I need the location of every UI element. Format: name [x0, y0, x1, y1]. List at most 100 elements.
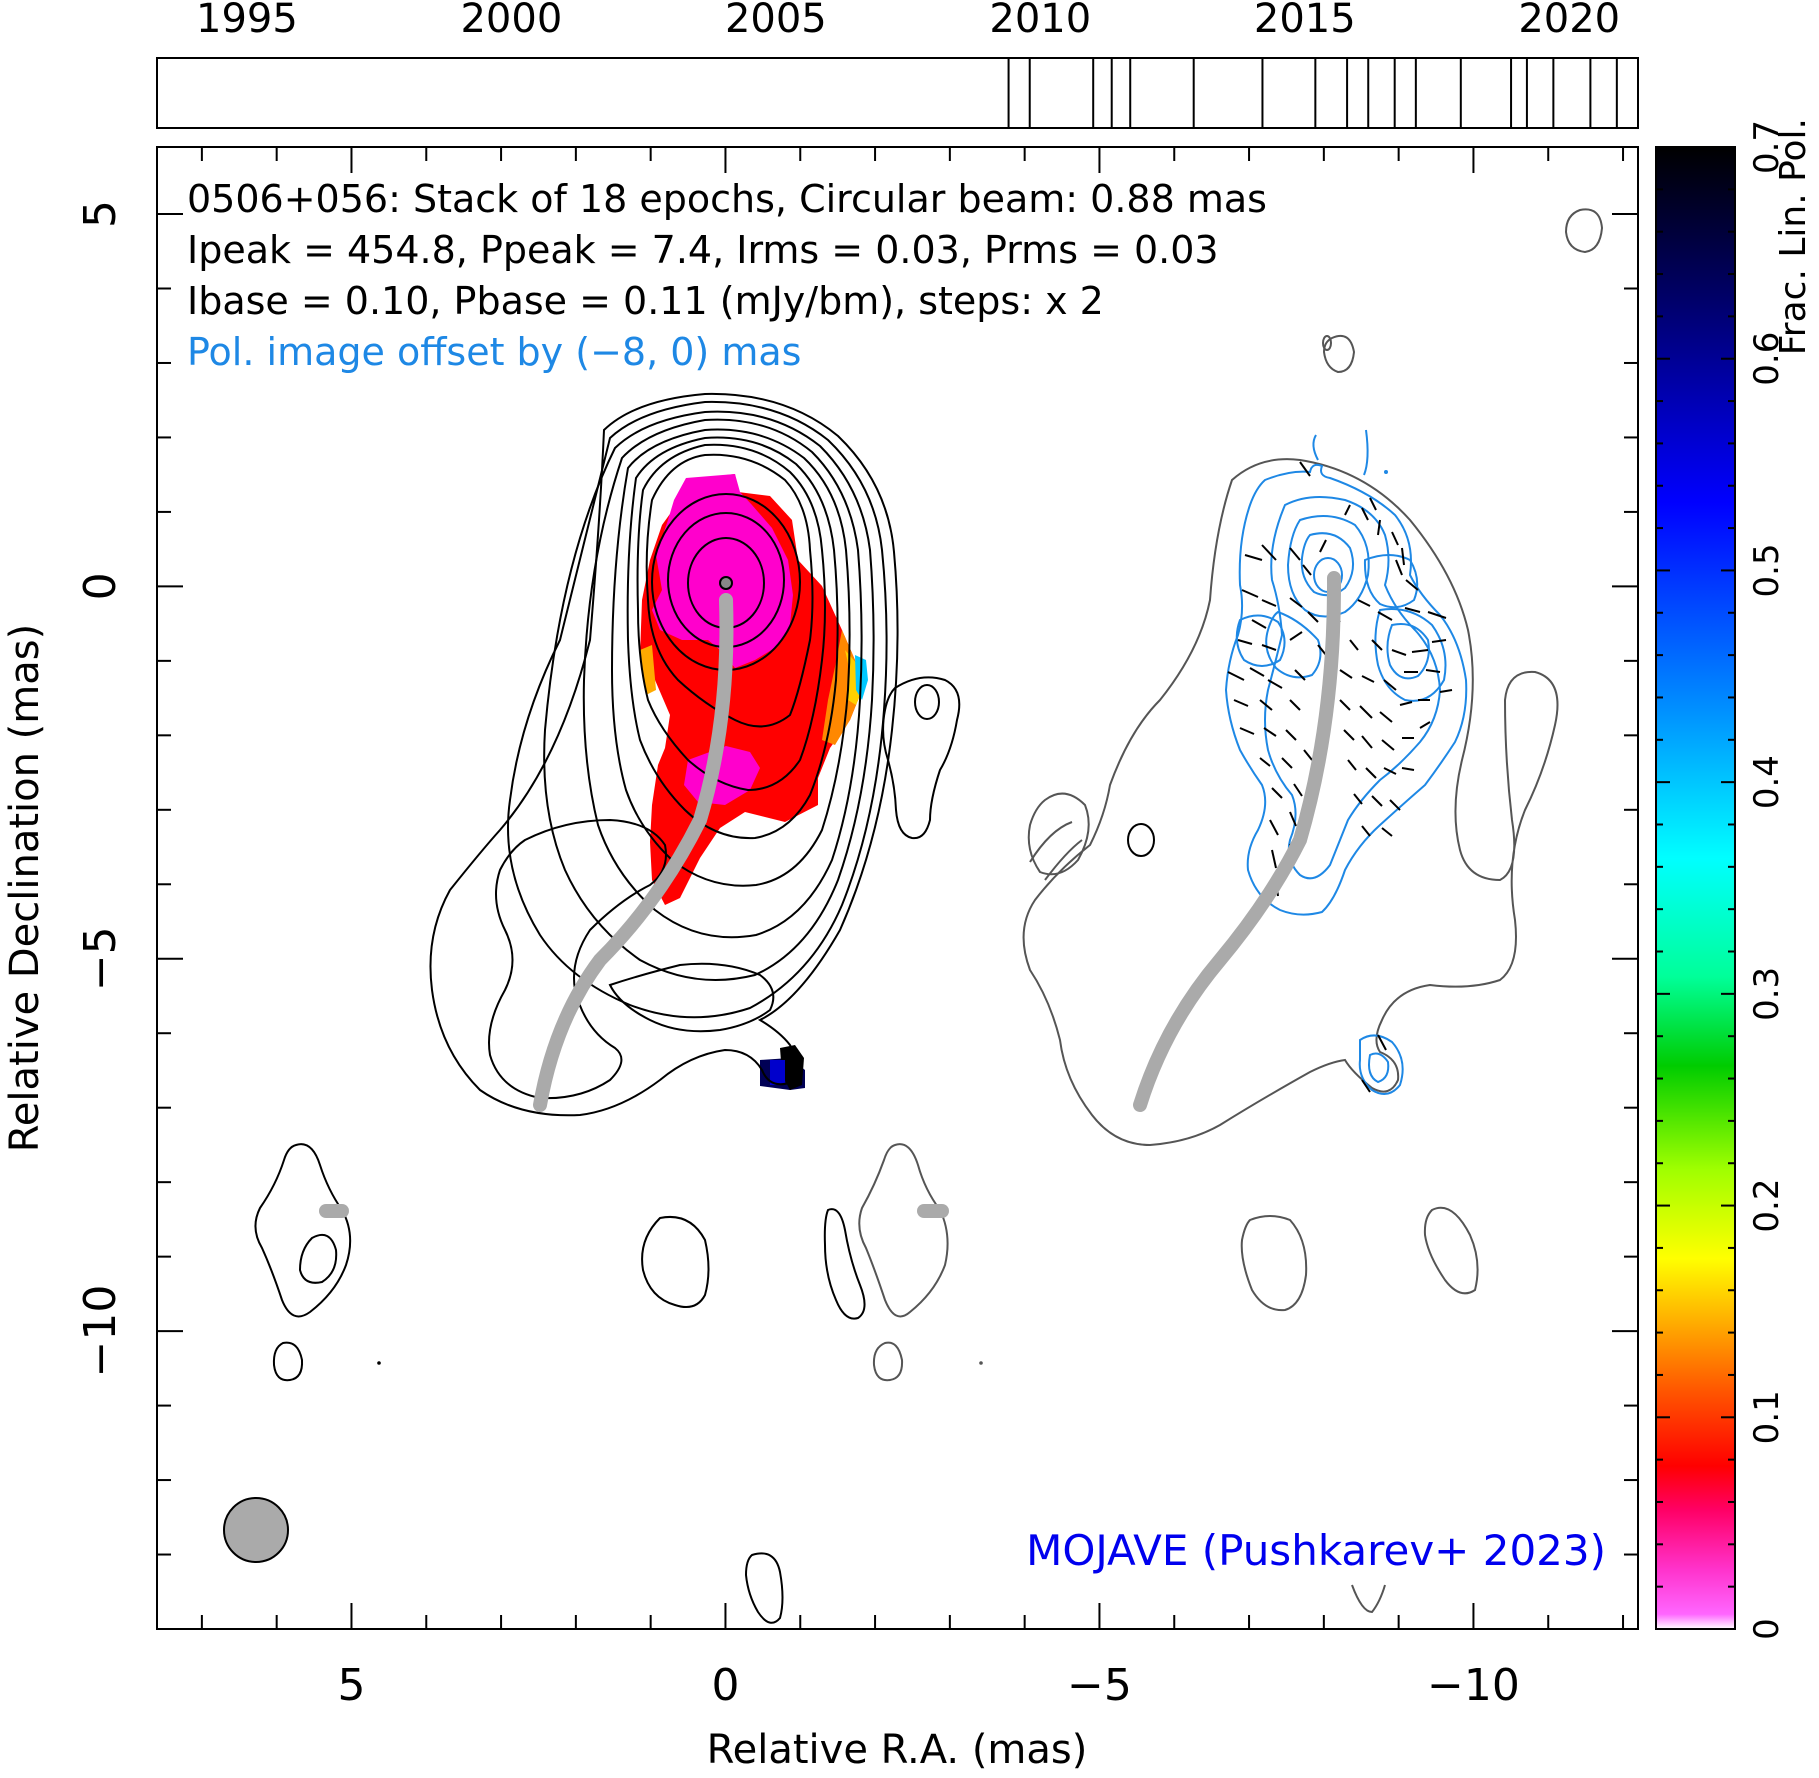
x-tick-label: −5 [1067, 1660, 1132, 1711]
timeline-tick-label: 2010 [989, 0, 1091, 42]
colorbar-tick-label: 0.5 [1747, 543, 1787, 597]
map-layers [254, 208, 1604, 1624]
plot-frame-bg [157, 147, 1638, 1629]
evpa-tick [1347, 759, 1357, 771]
colorbar-label: Frac. Lin. Pol. [1773, 118, 1814, 355]
evpa-tick [1365, 767, 1377, 779]
evpa-tick [1431, 639, 1447, 643]
evpa-tick [1269, 819, 1279, 836]
evpa-tick [1395, 559, 1403, 576]
evpa-tick [1263, 727, 1277, 737]
timeline-tick-label: 2005 [725, 0, 827, 42]
evpa-tick [1425, 669, 1441, 673]
evpa-tick [1427, 611, 1447, 619]
y-tick-label: 0 [75, 572, 126, 600]
evpa-tick [1349, 639, 1359, 651]
x-tick-label: −10 [1427, 1660, 1520, 1711]
evpa-tick [1259, 699, 1273, 711]
evpa-tick [1411, 649, 1429, 653]
y-tick-label: −10 [75, 1285, 126, 1378]
evpa-tick [1343, 729, 1355, 741]
colorbar-tick-label: 0.3 [1747, 967, 1787, 1021]
plot-frame [156, 146, 1639, 1630]
evpa-tick [1303, 749, 1313, 761]
evpa-tick [1401, 547, 1405, 566]
evpa-tick [1302, 564, 1312, 576]
evpa-tick [1259, 757, 1271, 767]
evpa-tick [1261, 644, 1277, 651]
offset-stokes-i-contours [858, 208, 1604, 1614]
colorbar-tick-label: 0 [1747, 1618, 1787, 1640]
evpa-ticks [1227, 461, 1453, 1093]
evpa-tick [1289, 631, 1303, 641]
evpa-tick [1439, 689, 1453, 693]
x-tick-label: 5 [337, 1660, 365, 1711]
evpa-tick [1389, 799, 1401, 811]
evpa-tick [1233, 699, 1249, 707]
evpa-tick [1293, 783, 1303, 797]
evpa-tick [1267, 679, 1283, 689]
beam-ellipse [223, 1497, 289, 1563]
timeline-tick-label: 2000 [460, 0, 562, 42]
evpa-tick [1339, 699, 1351, 711]
evpa-tick [1237, 639, 1253, 645]
evpa-tick [1377, 1034, 1387, 1051]
evpa-tick [1401, 767, 1415, 771]
x-axis-label: Relative R.A. (mas) [707, 1727, 1088, 1773]
timeline-tick-label: 1995 [196, 0, 298, 42]
colorbar-gradient [1656, 147, 1735, 1629]
evpa-tick [1371, 795, 1383, 807]
evpa-tick [1249, 667, 1265, 677]
header-line-2: Ipeak = 454.8, Ppeak = 7.4, Irms = 0.03,… [187, 228, 1219, 272]
evpa-tick [1361, 825, 1371, 837]
header-text: 0506+056: Stack of 18 epochs, Circular b… [187, 177, 1267, 374]
y-tick-label: 5 [75, 200, 126, 228]
evpa-tick [1319, 539, 1327, 553]
evpa-tick [1261, 544, 1277, 561]
evpa-tick [1307, 611, 1319, 623]
colorbar-tick-label: 0.6 [1747, 332, 1787, 386]
evpa-tick [1369, 497, 1377, 511]
timeline-tick-labels: 1995 2000 2005 2010 2015 2020 [196, 0, 1620, 42]
evpa-tick [1271, 849, 1277, 869]
pol-contours [1224, 429, 1468, 1095]
axis-tick-labels: 5 0 −5 −10 5 0 −5 −10 [75, 200, 1520, 1711]
evpa-tick [1404, 607, 1421, 613]
evpa-tick [1377, 611, 1393, 621]
evpa-tick [1383, 679, 1397, 691]
evpa-tick [1357, 599, 1371, 607]
evpa-tick [1381, 739, 1395, 751]
timeline-epoch-marks [1007, 58, 1618, 128]
evpa-tick [1361, 507, 1369, 521]
evpa-tick [1241, 589, 1259, 598]
y-axis-label: Relative Declination (mas) [2, 624, 48, 1152]
evpa-tick [1289, 597, 1303, 608]
evpa-tick [1391, 531, 1399, 546]
evpa-tick [1244, 554, 1263, 561]
evpa-tick [1289, 547, 1301, 561]
header-line-1: 0506+056: Stack of 18 epochs, Circular b… [187, 177, 1267, 221]
plot-area: 5 0 −5 −10 5 0 −5 −10 0506+056: Stack of 18 epo… [2, 146, 1639, 1773]
evpa-tick [1419, 721, 1431, 729]
epoch-timeline: 1995 2000 2005 2010 2015 2020 [156, 0, 1639, 129]
header-line-4: Pol. image offset by (−8, 0) mas [187, 330, 801, 374]
evpa-tick [1381, 827, 1393, 837]
evpa-tick [1251, 619, 1267, 629]
evpa-tick [1317, 644, 1327, 656]
y-tick-label: −5 [75, 926, 126, 991]
evpa-tick [1377, 519, 1381, 536]
evpa-tick [1285, 729, 1297, 741]
header-line-3: Ibase = 0.10, Pbase = 0.11 (mJy/bm), ste… [187, 279, 1104, 323]
evpa-tick [1359, 705, 1373, 719]
frac-pol-colormap [640, 474, 868, 1090]
credit-text: MOJAVE (Pushkarev+ 2023) [1026, 1526, 1606, 1575]
colorbar-tick-label: 0.1 [1747, 1390, 1787, 1444]
evpa-tick [1361, 675, 1375, 683]
evpa-tick [1294, 669, 1306, 681]
timeline-tick-label: 2015 [1254, 0, 1356, 42]
evpa-tick [1391, 649, 1407, 656]
colorbar-tick-label: 0.4 [1747, 755, 1787, 809]
x-tick-label: 0 [711, 1660, 739, 1711]
colorbar-tick-labels: 0 0.1 0.2 0.3 0.4 0.5 0.6 0.7 [1747, 120, 1787, 1640]
